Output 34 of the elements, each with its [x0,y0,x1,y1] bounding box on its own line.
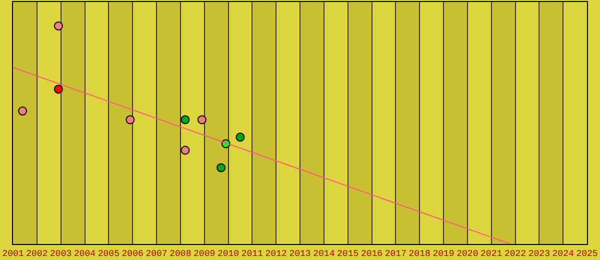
x-tick-label: 2012 [265,248,287,259]
x-tick-label: 2020 [456,248,478,259]
x-tick-label: 2010 [217,248,240,259]
point [216,163,226,172]
x-tick-label: 2013 [289,248,311,259]
point [197,115,206,124]
x-tick-label: 2004 [74,248,96,259]
x-tick-label: 2018 [408,248,430,259]
x-tick-label: 2009 [194,248,216,259]
x-tick-label: 2017 [384,248,406,259]
point [180,115,190,124]
x-tick-label: 2003 [50,248,72,259]
point [180,146,190,155]
x-tick-label: 2023 [528,248,550,259]
x-tick-label: 2008 [170,248,192,259]
x-tick-label: 2001 [2,248,24,259]
x-tick-label: 2022 [504,248,526,259]
x-tick-label: 2006 [122,248,144,259]
point [54,21,63,30]
x-tick-label: 2014 [313,248,335,259]
point [54,84,63,94]
x-tick-label: 2011 [241,248,263,259]
x-tick-label: 2025 [576,248,598,259]
x-tick-label: 2002 [26,248,48,259]
x-tick-label: 2016 [360,248,383,259]
point [236,132,245,142]
point [18,106,28,116]
x-tick-label: 2024 [552,248,574,259]
x-tick-label: 2021 [480,248,502,259]
x-tick-label: 2005 [98,248,120,259]
x-tick-label: 2019 [432,248,454,259]
x-tick-label: 2007 [146,248,168,259]
point [126,115,135,124]
x-tick-label: 2015 [337,248,359,259]
